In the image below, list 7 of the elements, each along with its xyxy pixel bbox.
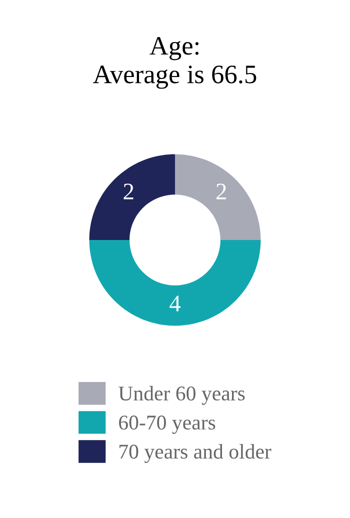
legend-label: Under 60 years [118, 386, 245, 405]
data-label: 2 [124, 184, 134, 200]
data-label: 4 [170, 296, 181, 312]
legend-label: 60-70 years [119, 416, 216, 434]
legend-label: 70 years and older [120, 444, 272, 463]
chart-title: Age: Average is 66.5 [93, 37, 256, 89]
data-label: 2 [216, 184, 226, 200]
